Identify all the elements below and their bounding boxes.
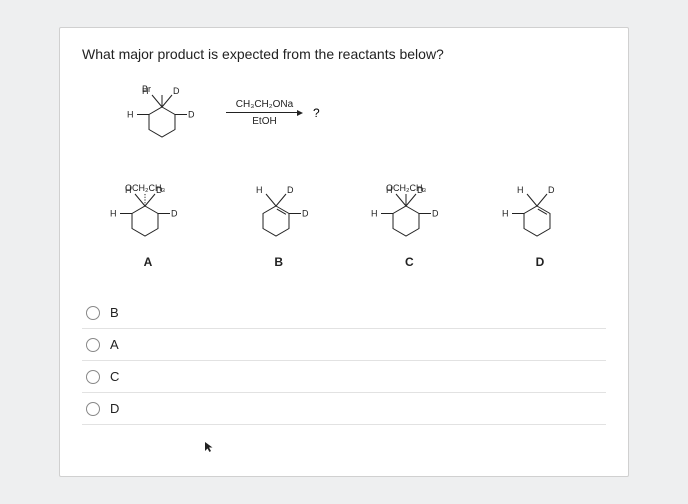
arrow-head-icon <box>297 110 303 116</box>
radio-row-b[interactable]: B <box>82 297 606 329</box>
svg-text:H: H <box>256 185 263 195</box>
radio-label: B <box>110 305 119 320</box>
svg-text:D: D <box>432 209 439 219</box>
option-label: B <box>274 255 283 269</box>
reaction-scheme: HBrDHD CH₃CH₂ONa EtOH ? <box>110 70 606 155</box>
option-c: HOCH₂CH₃DHDC <box>349 169 469 269</box>
svg-text:D: D <box>417 185 424 195</box>
question-card: What major product is expected from the … <box>59 27 629 477</box>
svg-text:D: D <box>171 209 178 219</box>
structure-options: HOCH₂CH₃DHDAHDDBHOCH₂CH₃DHDCHDHD <box>88 169 600 269</box>
svg-text:D: D <box>156 185 163 195</box>
svg-text:H: H <box>127 110 133 120</box>
svg-text:H: H <box>110 209 117 219</box>
svg-text:D: D <box>302 209 309 219</box>
radio-label: C <box>110 369 119 384</box>
radio-row-d[interactable]: D <box>82 393 606 425</box>
svg-text:H: H <box>502 209 509 219</box>
option-d: H D H D <box>480 169 600 269</box>
radio-row-a[interactable]: A <box>82 329 606 361</box>
product-placeholder: ? <box>313 106 320 120</box>
radio-row-c[interactable]: C <box>82 361 606 393</box>
svg-text:H: H <box>371 209 378 219</box>
option-b: H D D B <box>219 169 339 269</box>
radio-label: A <box>110 337 119 352</box>
svg-text:D: D <box>548 185 555 195</box>
radio-icon[interactable] <box>86 338 100 352</box>
reagent-top: CH₃CH₂ONa <box>236 99 293 110</box>
reagent-bottom: EtOH <box>252 116 276 127</box>
svg-text:D: D <box>173 86 180 96</box>
option-label: A <box>144 255 153 269</box>
question-text: What major product is expected from the … <box>82 46 606 62</box>
svg-text:D: D <box>287 185 294 195</box>
radio-icon[interactable] <box>86 306 100 320</box>
svg-text:Br: Br <box>142 84 151 94</box>
radio-label: D <box>110 401 119 416</box>
radio-icon[interactable] <box>86 402 100 416</box>
answer-choices: B A C D <box>82 297 606 425</box>
svg-text:H: H <box>517 185 524 195</box>
arrow-line <box>226 112 298 113</box>
reagent-arrow: CH₃CH₂ONa EtOH <box>226 99 303 127</box>
option-label: C <box>405 255 414 269</box>
cursor-icon <box>204 441 216 453</box>
radio-icon[interactable] <box>86 370 100 384</box>
option-label: D <box>536 255 545 269</box>
option-a: HOCH₂CH₃DHDA <box>88 169 208 269</box>
svg-text:D: D <box>188 110 195 120</box>
starting-material: HBrDHD <box>110 70 220 155</box>
